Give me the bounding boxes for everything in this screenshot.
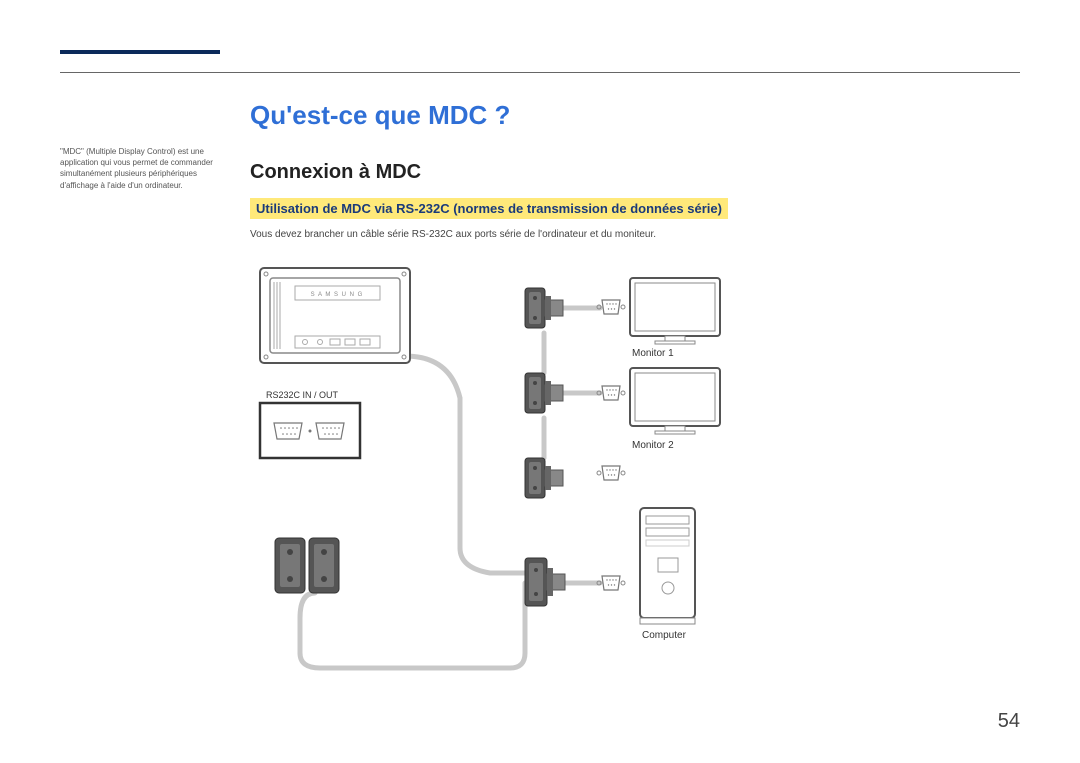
sidenote-text: "MDC" (Multiple Display Control) est une… xyxy=(60,146,215,191)
page-number: 54 xyxy=(998,710,1020,733)
main-content: Qu'est-ce que MDC ? Connexion à MDC Util… xyxy=(250,100,1010,688)
top-accent-bar xyxy=(60,50,220,54)
monitor-icon xyxy=(630,278,720,344)
monitor2-label: Monitor 2 xyxy=(632,440,674,451)
computer-label: Computer xyxy=(642,630,686,641)
heading-1: Qu'est-ce que MDC ? xyxy=(250,100,1010,131)
page: "MDC" (Multiple Display Control) est une… xyxy=(0,0,1080,763)
serial-connector-icon xyxy=(525,373,563,413)
db9-port-icon xyxy=(597,466,625,480)
diagram-svg: S A M S U N G xyxy=(250,258,790,688)
serial-connector-icon xyxy=(525,558,565,606)
serial-connector-icon xyxy=(525,458,563,498)
rs232c-port-icon xyxy=(260,403,360,458)
horizontal-rule xyxy=(60,72,1020,73)
connection-diagram: S A M S U N G xyxy=(250,258,790,688)
db9-port-icon xyxy=(597,386,625,400)
serial-connector-icon xyxy=(525,288,563,328)
heading-3: Utilisation de MDC via RS-232C (normes d… xyxy=(256,201,722,216)
monitor1-label: Monitor 1 xyxy=(632,348,674,359)
db9-port-icon xyxy=(597,576,625,590)
db9-port-icon xyxy=(597,300,625,314)
rs232c-label: RS232C IN / OUT xyxy=(266,390,338,400)
monitor-icon xyxy=(630,368,720,434)
heading-2: Connexion à MDC xyxy=(250,161,1010,184)
body-text: Vous devez brancher un câble série RS-23… xyxy=(250,229,1010,240)
computer-tower-icon xyxy=(640,508,695,624)
serial-connector-pair-icon xyxy=(275,538,339,593)
display-rear-icon: S A M S U N G xyxy=(260,268,410,363)
heading-3-highlight: Utilisation de MDC via RS-232C (normes d… xyxy=(250,198,728,219)
svg-text:S A M S U N G: S A M S U N G xyxy=(311,292,364,298)
